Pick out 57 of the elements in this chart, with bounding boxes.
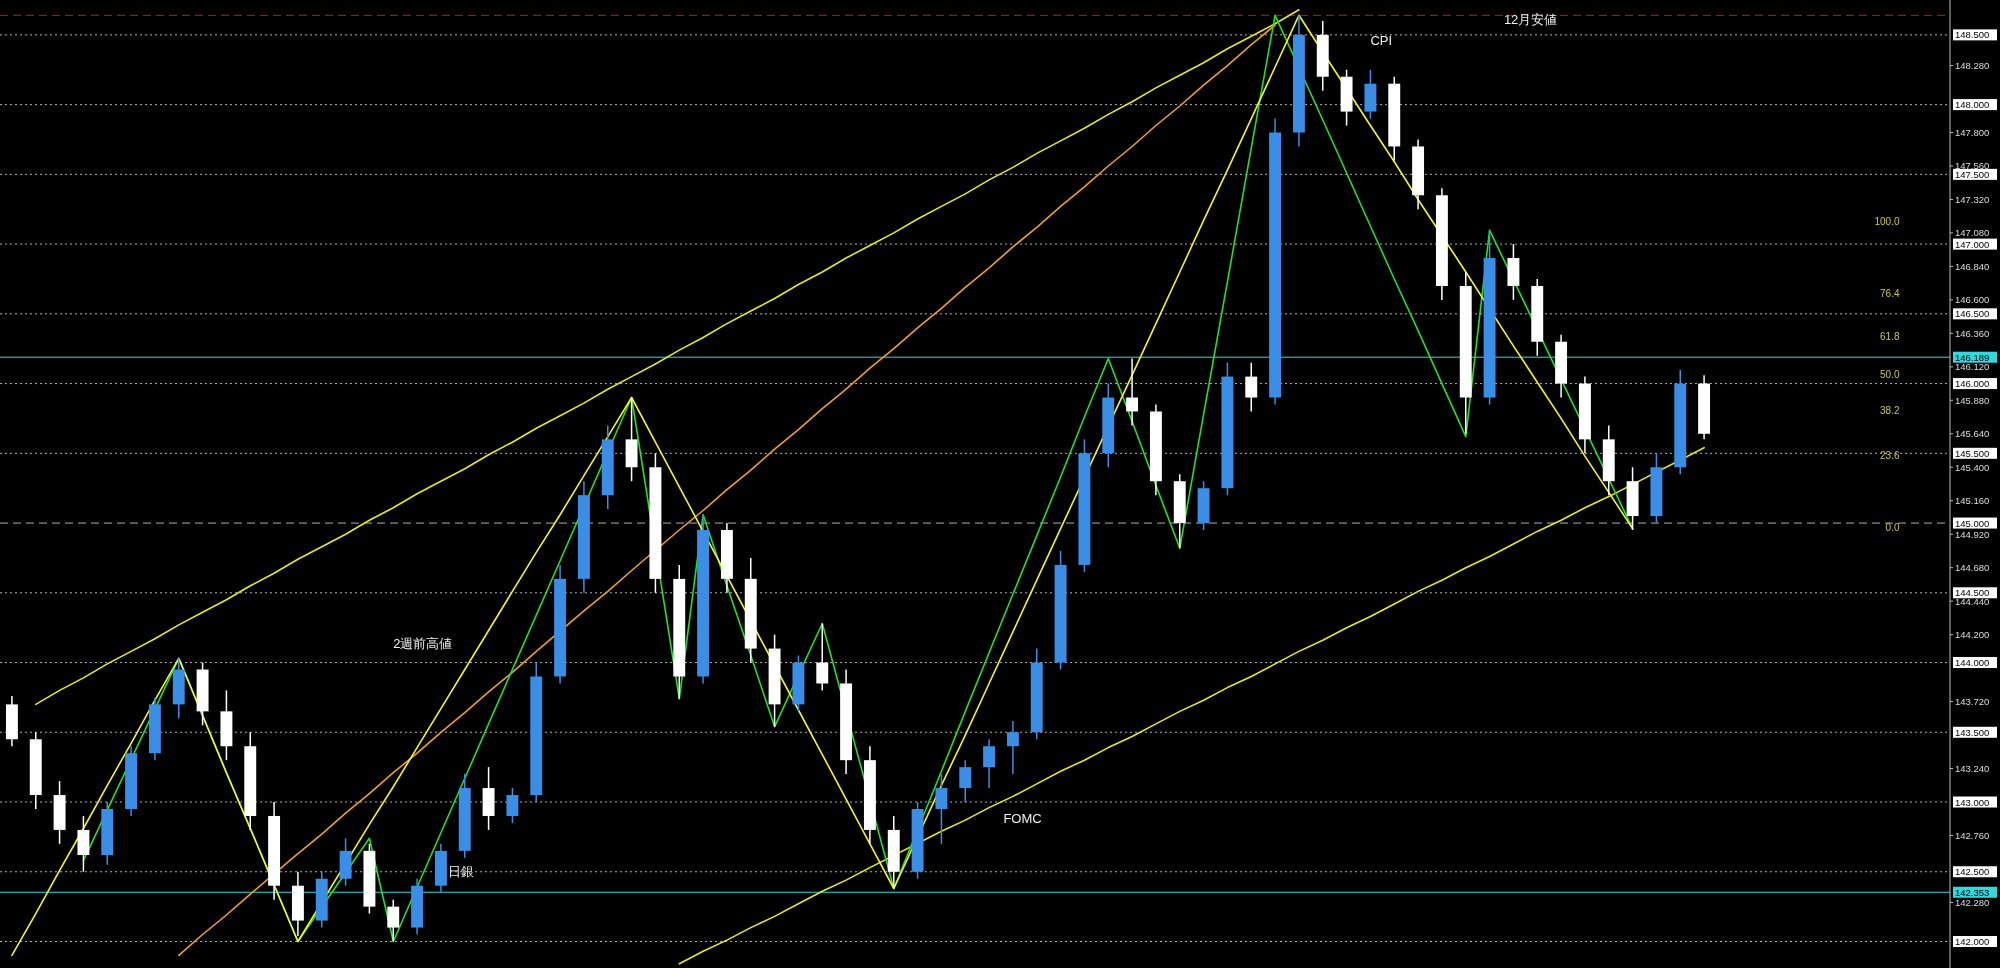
- candlestick: [935, 773, 948, 845]
- text: 50.0: [1880, 369, 1900, 381]
- text: 100.0: [1874, 215, 1900, 227]
- text: 38.2: [1880, 405, 1900, 417]
- annotation: 12月安値: [1503, 12, 1558, 28]
- y-tick-label: 147.800: [1955, 127, 1990, 139]
- text: 0.0: [1885, 522, 1900, 534]
- ref-line-label: 142.500: [1955, 866, 1990, 878]
- y-tick-label: 143.240: [1955, 763, 1990, 775]
- annotation: 日銀: [448, 864, 475, 880]
- y-tick-label: 144.920: [1955, 528, 1990, 540]
- y-tick-label: 146.840: [1955, 260, 1990, 272]
- y-tick-label: 145.640: [1955, 428, 1990, 440]
- y-tick-label: 143.720: [1955, 696, 1990, 708]
- text: 76.4: [1880, 288, 1900, 300]
- candlestick: [816, 622, 829, 692]
- ref-line-label: 146.000: [1955, 378, 1990, 390]
- y-tick-label: 142.280: [1955, 896, 1990, 908]
- annotation: 2週前高値: [393, 635, 453, 651]
- ref-line-label: 145.000: [1955, 517, 1990, 529]
- y-tick-label: 142.760: [1955, 829, 1990, 841]
- candlestick: [983, 738, 996, 789]
- ref-line-label: 144.000: [1955, 657, 1990, 669]
- y-tick-label: 146.120: [1955, 361, 1990, 373]
- ref-line-label: 142.000: [1955, 936, 1990, 947]
- ref-line-label: 142.353: [1955, 886, 1990, 898]
- annotation: CPI: [1370, 33, 1393, 49]
- ref-line-label: 146.500: [1955, 308, 1990, 320]
- ref-line-label: 143.500: [1955, 726, 1990, 738]
- candlestick: [506, 787, 519, 824]
- y-tick-label: 145.880: [1955, 394, 1990, 406]
- ref-line-label: 146.189: [1955, 351, 1990, 363]
- candlestick: [1126, 357, 1139, 427]
- line-series: [35, 9, 1300, 706]
- line-series: [178, 24, 1276, 957]
- ref-line-label: 148.000: [1955, 99, 1990, 111]
- y-tick-label: 145.400: [1955, 461, 1990, 473]
- ref-line-label: 143.000: [1955, 796, 1990, 808]
- y-tick-label: 145.160: [1955, 495, 1990, 507]
- y-tick-label: 147.320: [1955, 193, 1990, 205]
- line-series: [678, 446, 1705, 965]
- ref-line-label: 145.500: [1955, 447, 1990, 459]
- candlestick: [959, 759, 972, 803]
- text: 23.6: [1880, 449, 1900, 461]
- y-tick-label: 146.360: [1955, 327, 1990, 339]
- candlestick: [1006, 720, 1019, 775]
- candlestick: [1245, 361, 1258, 413]
- y-tick-label: 147.080: [1955, 227, 1990, 239]
- y-tick-label: 148.280: [1955, 60, 1990, 72]
- y-tick-label: 146.600: [1955, 294, 1990, 306]
- y-tick-label: 144.680: [1955, 562, 1990, 574]
- annotation: FOMC: [1003, 810, 1042, 826]
- y-tick-label: 144.200: [1955, 629, 1990, 641]
- ref-line-label: 147.000: [1955, 238, 1990, 250]
- ref-line-label: 148.500: [1955, 29, 1990, 41]
- text: 61.8: [1880, 330, 1900, 342]
- candlestick: [387, 898, 400, 943]
